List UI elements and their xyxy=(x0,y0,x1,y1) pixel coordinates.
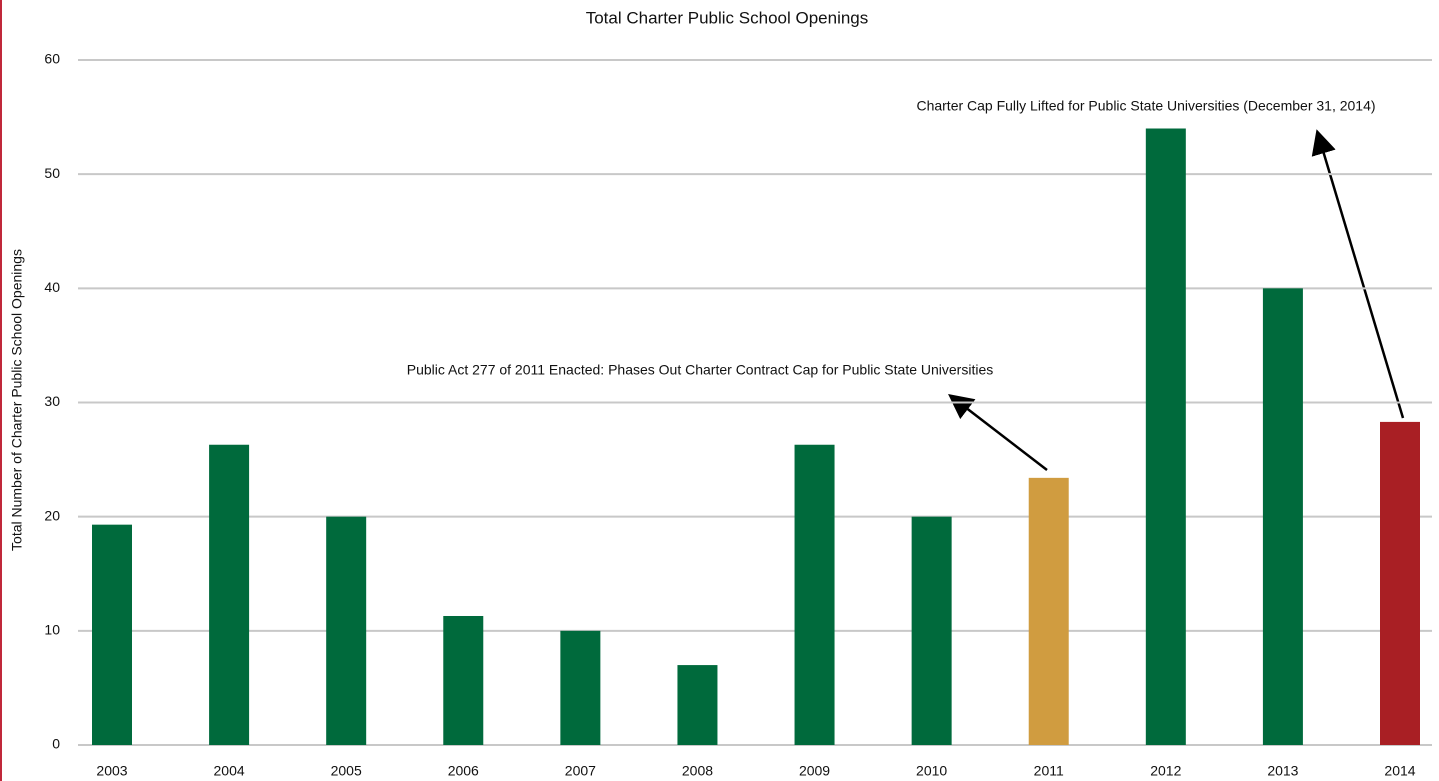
x-tick-label: 2011 xyxy=(1034,763,1064,779)
y-tick-label: 40 xyxy=(44,279,60,295)
bar xyxy=(794,444,835,745)
x-tick-label: 2006 xyxy=(448,763,479,779)
bar xyxy=(443,615,484,745)
annotation-arrow xyxy=(948,393,1048,471)
x-tick-label: 2007 xyxy=(565,763,596,779)
bar xyxy=(92,524,132,745)
y-axis-label: Total Number of Charter Public School Op… xyxy=(9,249,25,551)
y-tick-label: 30 xyxy=(44,393,60,409)
bar xyxy=(1262,288,1303,745)
bar xyxy=(326,516,367,745)
bar xyxy=(209,444,250,745)
chart-title: Total Charter Public School Openings xyxy=(586,8,869,27)
bar xyxy=(560,630,601,745)
x-tick-label: 2009 xyxy=(799,763,830,779)
bar xyxy=(1380,421,1420,745)
bar xyxy=(1145,128,1186,745)
x-tick-label: 2003 xyxy=(96,763,127,779)
annotation: Public Act 277 of 2011 Enacted: Phases O… xyxy=(407,362,994,378)
annotation-arrow xyxy=(1311,129,1405,419)
y-tick-label: 60 xyxy=(44,51,60,67)
bar xyxy=(911,516,952,745)
x-tick-label: 2004 xyxy=(214,763,245,779)
x-tick-label: 2012 xyxy=(1150,763,1181,779)
x-tick-label: 2005 xyxy=(331,763,362,779)
bar xyxy=(677,665,718,745)
y-tick-label: 50 xyxy=(44,165,60,181)
y-tick-label: 10 xyxy=(44,622,60,638)
x-tick-label: 2014 xyxy=(1384,763,1415,779)
bar xyxy=(1028,477,1069,745)
x-tick-label: 2008 xyxy=(682,763,713,779)
x-tick-label: 2013 xyxy=(1267,763,1298,779)
x-tick-label: 2010 xyxy=(916,763,947,779)
y-tick-label: 20 xyxy=(44,507,60,523)
annotation: Charter Cap Fully Lifted for Public Stat… xyxy=(916,98,1375,114)
y-tick-label: 0 xyxy=(52,736,60,752)
